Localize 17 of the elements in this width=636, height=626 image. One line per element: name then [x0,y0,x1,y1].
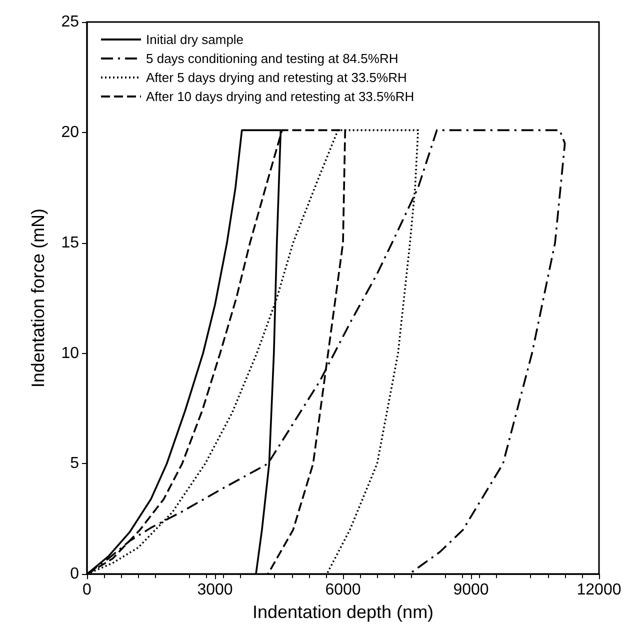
y-tick-label: 10 [61,344,80,362]
legend-label: After 5 days drying and retesting at 33.5%RH [146,70,407,85]
x-tick-label: 0 [82,582,92,599]
x-tick-label: 9000 [453,582,489,599]
x-tick-label: 12000 [576,582,622,599]
x-tick-label: 6000 [325,582,361,599]
x-axis-title: Indentation depth (nm) [252,602,434,622]
y-tick-label: 0 [70,566,80,583]
y-tick-label: 25 [61,14,80,30]
y-tick-label: 5 [70,455,80,472]
y-tick-label: 15 [61,234,80,252]
x-tick-label: 3000 [197,582,233,599]
y-axis-title: Indentation force (mN) [28,208,48,388]
legend-label: Initial dry sample [146,32,244,47]
y-tick-label: 20 [61,124,80,141]
legend-label: 5 days conditioning and testing at 84.5%RH [146,51,398,66]
legend-label: After 10 days drying and retesting at 33.5%RH [146,89,414,104]
